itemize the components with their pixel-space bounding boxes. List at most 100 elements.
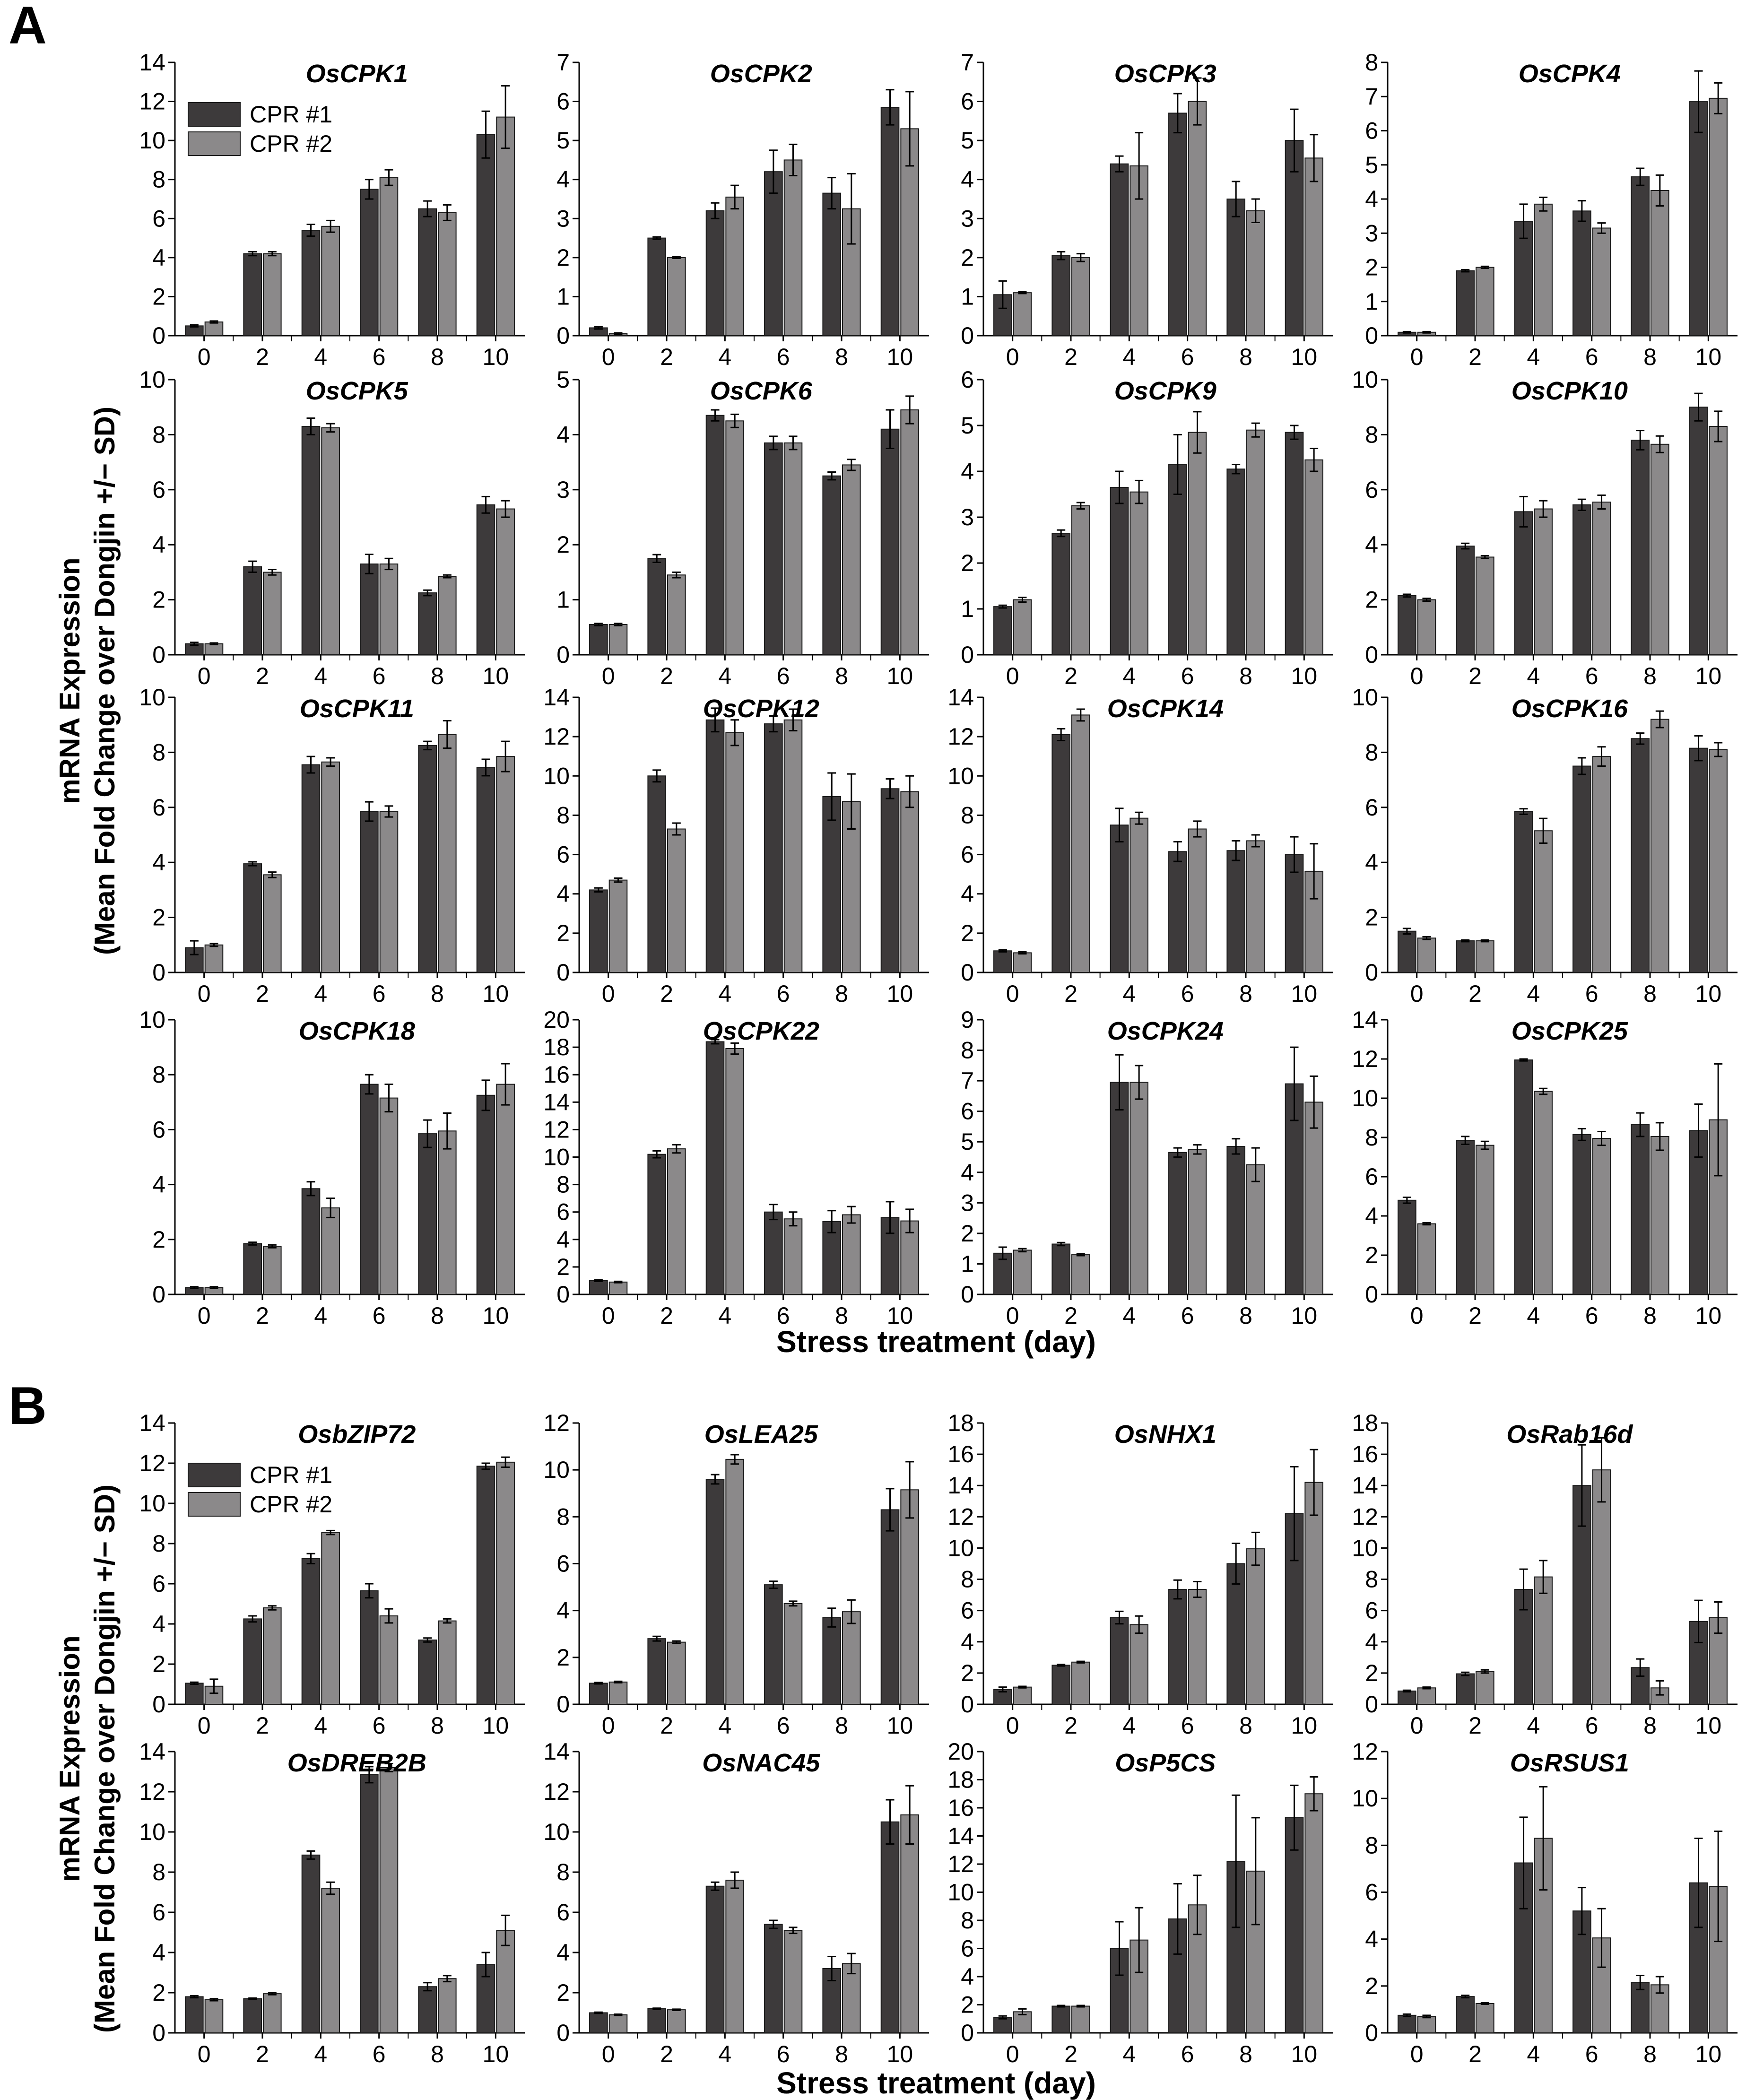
x-tick-label: 0 [1410,1302,1424,1329]
bar-2-2 [263,874,282,973]
y-tick-label: 14 [139,49,165,76]
x-tick-label: 10 [483,2041,509,2067]
x-tick-label: 4 [718,663,731,689]
y-tick-label: 8 [152,421,165,448]
y-tick-label: 3 [556,477,570,503]
chart-oscpk25: 0 2 4 6 8 10 12 14 0 2 4 6 8 10 OsCPK25 [1352,1007,1738,1329]
x-tick-label: 6 [1181,1712,1194,1739]
x-tick-label: 6 [1181,663,1194,689]
bar-2-4 [1129,1082,1148,1295]
y-tick-label: 12 [543,1410,570,1436]
x-tick-label: 10 [887,2041,913,2067]
bar-2-2 [1071,1254,1090,1295]
bar-1-8 [822,1617,841,1705]
bar-2-4 [1534,508,1553,656]
chart-title: OsCPK2 [710,60,812,88]
x-tick-label: 8 [835,1712,848,1739]
bar-2-6 [1592,227,1611,336]
x-tick-label: 0 [1410,1712,1424,1739]
y-tick-label: 4 [1365,1203,1378,1229]
y-tick-label: 1 [961,1250,974,1277]
bar-2-8 [842,464,861,655]
y-tick-label: 8 [556,1171,570,1198]
y-tick-label: 14 [947,1823,974,1849]
y-tick-label: 0 [961,1691,974,1718]
bar-2-4 [321,1532,340,1705]
x-tick-label: 0 [1410,344,1424,370]
chart-oscpk24: 0 1 2 3 4 5 6 7 8 9 0 2 4 6 8 10 OsCPK24 [961,1007,1333,1329]
bar-2-6 [379,563,399,655]
bar-2-4 [725,196,744,336]
chart-oslea25: 0 2 4 6 8 10 12 0 2 4 6 8 10 OsLEA25 [543,1410,929,1739]
x-tick-label: 4 [314,344,327,370]
x-tick-label: 0 [602,981,615,1007]
bar-1-10 [476,1094,495,1295]
y-tick-label: 3 [961,205,974,232]
bar-1-8 [1631,1982,1650,2034]
y-tick-label: 14 [1352,1472,1378,1499]
chart-title: OsCPK12 [703,694,819,723]
bar-2-2 [667,1641,686,1705]
bar-1-6 [360,1774,379,2033]
y-tick-label: 8 [1365,1832,1378,1858]
bar-1-0 [1398,1690,1416,1705]
bar-1-6 [360,811,379,973]
bar-1-10 [476,1466,495,1705]
x-tick-label: 0 [1006,344,1019,370]
bar-1-6 [360,1084,379,1295]
x-tick-label: 10 [1695,663,1722,689]
chart-title: OsCPK11 [300,694,414,723]
y-tick-label: 14 [543,1089,570,1115]
y-tick-label: 14 [1352,1007,1378,1033]
bar-2-6 [1592,1469,1611,1705]
x-tick-label: 10 [1291,1302,1318,1329]
y-tick-label: 0 [1365,2020,1378,2046]
bar-1-0 [589,624,608,655]
x-tick-label: 6 [1585,663,1599,689]
y-tick-label: 0 [961,1281,974,1308]
chart-oscpk16: 0 2 4 6 8 10 0 2 4 6 8 10 OsCPK16 [1352,684,1738,1007]
y-tick-label: 2 [961,1660,974,1686]
bar-2-8 [1246,840,1265,973]
bar-1-10 [880,428,900,655]
x-tick-label: 6 [373,1302,386,1329]
bar-1-10 [1689,101,1708,336]
bar-1-2 [1456,1140,1475,1295]
y-tick-label: 0 [1365,322,1378,349]
y-tick-label: 4 [556,421,570,448]
x-tick-label: 4 [1527,663,1540,689]
bar-2-2 [1476,2003,1494,2034]
chart-title: OsCPK25 [1512,1017,1628,1045]
x-tick-label: 4 [1122,2041,1136,2067]
y-tick-label: 10 [139,1819,165,1845]
bar-2-2 [667,257,686,336]
bar-1-10 [880,788,900,973]
bar-1-10 [880,1509,900,1705]
y-tick-label: 0 [152,322,165,349]
y-tick-label: 2 [152,587,165,613]
bar-2-4 [725,1048,744,1295]
y-tick-label: 4 [961,1629,974,1655]
bar-1-6 [1573,765,1591,973]
y-tick-label: 6 [152,1571,165,1597]
y-tick-label: 8 [152,739,165,765]
x-axis-label-b: Stress treatment (day) [776,2066,1096,2100]
x-tick-label: 2 [256,981,269,1007]
bar-2-10 [900,1814,919,2033]
x-tick-label: 4 [1122,1302,1136,1329]
y-tick-label: 0 [556,1691,570,1718]
bar-2-0 [1013,1686,1032,1705]
y-tick-label: 5 [1365,152,1378,178]
y-tick-label: 8 [152,1061,165,1088]
bar-1-2 [647,237,666,337]
y-tick-label: 6 [961,1098,974,1125]
y-tick-label: 20 [947,1738,974,1765]
y-tick-label: 5 [961,412,974,439]
bar-2-8 [842,1214,861,1295]
chart-oscpk6: 0 1 2 3 4 5 0 2 4 6 8 10 OsCPK6 [556,366,929,689]
bar-1-4 [1110,486,1129,655]
x-tick-label: 0 [1006,663,1019,689]
y-tick-label: 6 [1365,1597,1378,1624]
x-tick-label: 8 [1643,981,1657,1007]
bar-2-10 [1304,1793,1323,2033]
